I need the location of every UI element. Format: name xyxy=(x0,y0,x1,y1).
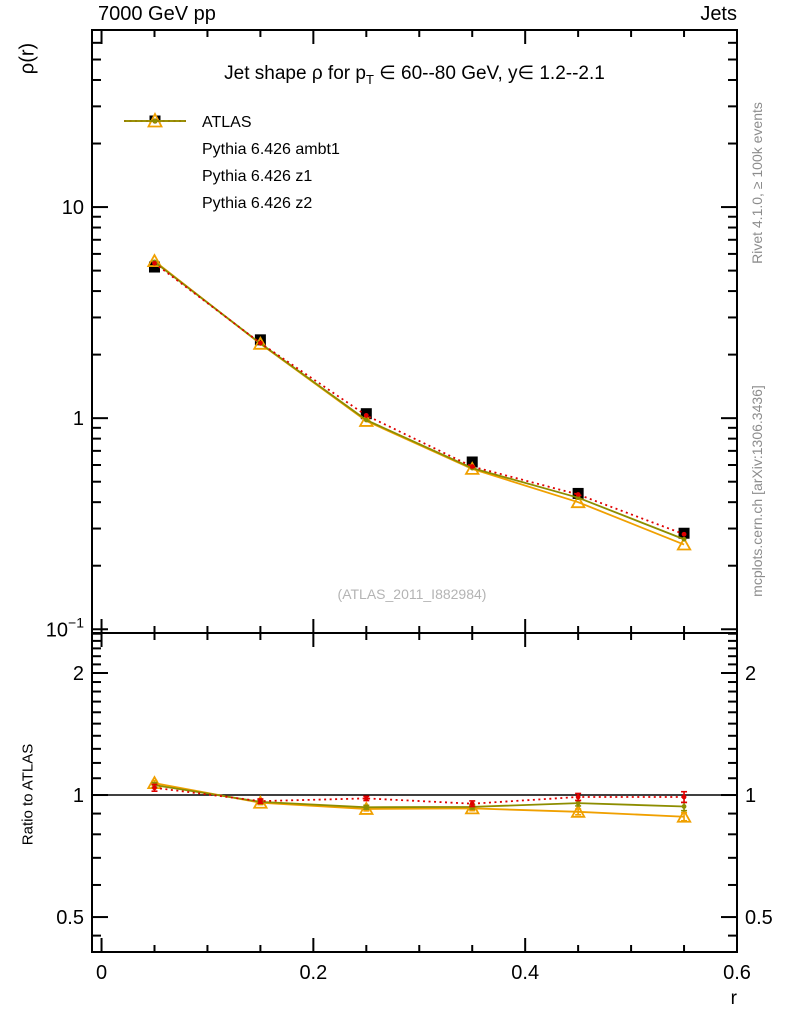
data-point-ratio xyxy=(363,804,369,810)
legend-entry-3: Pythia 6.426 z2 xyxy=(120,118,340,217)
series-line-ratio xyxy=(154,782,685,818)
data-point-main xyxy=(363,417,369,423)
ratio-panel-frame xyxy=(91,632,738,953)
legend-entry-2: Pythia 6.426 z1 xyxy=(120,118,340,190)
x-tick-label: 0.4 xyxy=(511,962,539,984)
plot-title-subscript: T xyxy=(365,71,374,87)
x-axis-label: r xyxy=(730,988,737,1009)
data-point-ratio xyxy=(469,801,475,807)
data-point-main xyxy=(252,335,269,350)
series-line-ratio xyxy=(154,786,685,805)
series-line-main xyxy=(153,261,685,541)
data-point-main xyxy=(681,536,687,542)
data-point-main xyxy=(363,413,369,418)
y-axis-tick-label: 10 xyxy=(62,197,84,219)
legend-label: ATLAS xyxy=(202,113,252,131)
y-axis-tick-label: 1 xyxy=(73,408,84,430)
header-analysis-label: Jets xyxy=(700,3,737,25)
dot-legend-icon xyxy=(120,118,190,189)
x-tick-label: 0 xyxy=(96,962,107,984)
x-tick-label: 0.2 xyxy=(299,962,327,984)
ratio-tick-label-right: 0.5 xyxy=(745,907,773,929)
legend-entry-1: Pythia 6.426 ambt1 xyxy=(120,112,340,163)
x-tick-label: 0.6 xyxy=(723,962,751,984)
ratio-tick-label-left: 0.5 xyxy=(56,907,84,929)
ratio-tick-label-left: 1 xyxy=(73,785,84,807)
data-point-main xyxy=(254,334,266,346)
data-point-ratio xyxy=(676,808,692,823)
data-point-main xyxy=(257,340,263,346)
plot-title-text: Jet shape ρ for p xyxy=(224,63,366,84)
plot-title: Jet shape ρ for pT ∈ 60--80 GeV, y∈ 1.2-… xyxy=(92,62,737,87)
ratio-tick-label-right: 2 xyxy=(745,663,756,685)
mcplots-arxiv-text: mcplots.cern.ch [arXiv:1306.3436] xyxy=(749,385,765,597)
y-axis-label: ρ(r) xyxy=(16,42,39,75)
open-triangle-legend-icon xyxy=(120,112,190,162)
data-point-main xyxy=(575,492,581,497)
analysis-watermark: (ATLAS_2011_I882984) xyxy=(337,586,487,602)
series-line-main xyxy=(153,260,685,546)
ratio-tick-label-right: 1 xyxy=(745,785,756,807)
series-line-main xyxy=(153,262,685,536)
legend-glyph xyxy=(152,118,158,124)
data-point-main xyxy=(681,531,687,537)
data-point-main xyxy=(469,464,475,469)
data-point-main xyxy=(148,261,160,273)
data-point-ratio xyxy=(570,803,586,818)
data-point-ratio xyxy=(681,804,687,809)
legend: ATLAS Pythia 6.426 ambt1 Pythia 6.426 z1 Py… xyxy=(120,109,340,217)
legend-label: Pythia 6.426 z2 xyxy=(202,194,313,212)
dot-legend-icon xyxy=(120,118,190,216)
data-point-ratio xyxy=(575,794,581,800)
legend-label: Pythia 6.426 z1 xyxy=(202,167,313,185)
data-point-ratio xyxy=(681,794,687,800)
data-point-ratio xyxy=(257,798,263,804)
data-point-main xyxy=(570,494,586,509)
header-beam-label: 7000 GeV pp xyxy=(98,3,216,25)
legend-label: Pythia 6.426 ambt1 xyxy=(202,140,340,158)
plot-title-text-2: ∈ 60--80 GeV, y∈ 1.2--2.1 xyxy=(373,63,605,84)
data-point-ratio xyxy=(363,796,369,801)
data-point-main xyxy=(676,536,692,551)
ratio-tick-label-left: 2 xyxy=(73,663,84,685)
y-axis-tick-label: 10−1 xyxy=(46,614,84,641)
rivet-version-text: Rivet 4.1.0, ≥ 100k events xyxy=(749,102,765,264)
ratio-axis-label: Ratio to ATLAS xyxy=(19,743,37,846)
data-point-main xyxy=(152,260,157,266)
data-point-ratio xyxy=(464,800,480,815)
data-point-main xyxy=(146,253,163,267)
data-point-ratio xyxy=(152,785,157,791)
data-point-ratio xyxy=(575,800,581,806)
data-point-ratio xyxy=(358,801,375,815)
